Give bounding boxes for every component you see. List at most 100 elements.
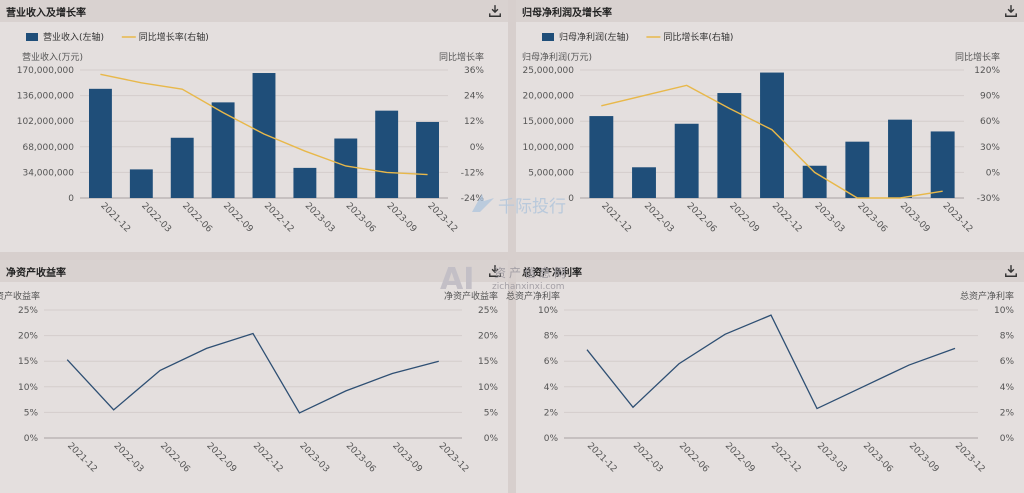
download-icon[interactable] [488, 4, 502, 18]
y-left-tick-label: 25% [18, 306, 38, 316]
bar [802, 165, 827, 198]
x-tick-label: 2022-03 [642, 201, 676, 235]
x-tick-label: 2022-12 [770, 201, 804, 235]
x-tick-label: 2023-12 [437, 441, 471, 475]
bar [252, 73, 276, 198]
x-tick-label: 2023-09 [898, 201, 932, 235]
bar [888, 119, 912, 198]
x-tick-label: 2022-09 [727, 201, 761, 235]
x-tick-label: 2023-03 [813, 201, 847, 235]
y-left-tick-label: 0% [544, 434, 559, 444]
panel-title: 营业收入及增长率 [6, 8, 86, 19]
legend-label: 同比增长率(右轴) [139, 31, 209, 43]
y-right-axis-title: 总资产净利率 [960, 290, 1014, 302]
y-left-tick-label: 0% [24, 434, 39, 444]
revenue-chart: 0 -24% 34,000,000 -12% 68,000,000 0% 102,000,0… [17, 31, 485, 235]
y-right-tick-label: 0% [484, 434, 499, 444]
roe-chart: 0% 0% 5% 5% 10% 10% 15% 15% 20% 20% 25% 25% 净资产收益率 净资… [0, 290, 499, 475]
x-tick-label: 2023-06 [855, 201, 889, 235]
panel-header: 归母净利润及增长率 [516, 0, 1024, 22]
x-tick-label: 2021-12 [585, 441, 619, 475]
bar [632, 167, 656, 198]
y-right-tick-label: 25% [478, 306, 498, 316]
x-tick-label: 2023-06 [344, 441, 378, 475]
y-left-tick-label: 34,000,000 [22, 168, 74, 178]
x-tick-label: 2022-09 [723, 441, 757, 475]
x-tick-label: 2023-12 [941, 201, 975, 235]
panel-revenue: 营业收入及增长率 0 -24% 34,000,000 -12% 68,000,000 0%… [0, 0, 508, 252]
y-left-tick-label: 5,000,000 [528, 168, 574, 178]
bar [416, 121, 440, 198]
y-right-tick-label: 15% [478, 357, 498, 367]
y-left-axis-title: 净资产收益率 [0, 290, 40, 302]
bar [375, 110, 399, 198]
x-tick-label: 2022-06 [180, 201, 214, 235]
panel-title: 净资产收益率 [6, 268, 66, 279]
y-left-tick-label: 8% [544, 332, 559, 342]
legend-swatch [26, 33, 38, 41]
bar [760, 72, 784, 198]
y-right-tick-label: 120% [974, 66, 1000, 76]
y-left-tick-label: 10% [538, 306, 558, 316]
y-right-tick-label: 10% [994, 306, 1014, 316]
panel-roe: 净资产收益率 0% 0% 5% 5% 10% 10% 15% 15% 20% 20% 25% 25% 净… [0, 260, 508, 493]
y-left-tick-label: 0 [568, 194, 574, 204]
y-left-tick-label: 170,000,000 [17, 66, 75, 76]
y-left-tick-label: 4% [544, 383, 559, 393]
series-line [586, 314, 956, 410]
x-tick-label: 2022-06 [685, 201, 719, 235]
x-tick-label: 2023-09 [385, 201, 419, 235]
x-tick-label: 2023-09 [390, 441, 424, 475]
y-right-tick-label: 8% [1000, 332, 1015, 342]
x-tick-label: 2022-06 [158, 441, 192, 475]
y-right-tick-label: 36% [464, 66, 484, 76]
bar [170, 137, 194, 198]
x-tick-label: 2023-06 [344, 201, 378, 235]
y-right-tick-label: 5% [484, 408, 499, 418]
x-tick-label: 2022-12 [769, 441, 803, 475]
x-tick-label: 2021-12 [98, 201, 132, 235]
x-tick-label: 2021-12 [65, 441, 99, 475]
x-tick-label: 2022-06 [677, 441, 711, 475]
x-tick-label: 2023-09 [907, 441, 941, 475]
legend-swatch [542, 33, 554, 41]
y-left-tick-label: 5% [24, 408, 39, 418]
y-right-axis-title: 净资产收益率 [444, 290, 498, 302]
y-left-tick-label: 102,000,000 [17, 117, 75, 127]
x-tick-label: 2023-03 [303, 201, 337, 235]
bar [129, 169, 153, 198]
bar [845, 141, 870, 198]
y-left-tick-label: 20,000,000 [522, 92, 574, 102]
x-tick-label: 2022-12 [251, 441, 285, 475]
y-right-tick-label: 20% [478, 332, 498, 342]
download-icon[interactable] [488, 264, 502, 278]
y-left-tick-label: 15% [18, 357, 38, 367]
y-right-tick-label: 6% [1000, 357, 1015, 367]
x-tick-label: 2022-12 [262, 201, 296, 235]
y-right-axis-title: 同比增长率 [955, 51, 1000, 63]
y-right-tick-label: 4% [1000, 383, 1015, 393]
y-right-tick-label: 30% [980, 143, 1000, 153]
x-tick-label: 2022-03 [112, 441, 146, 475]
y-left-tick-label: 20% [18, 332, 38, 342]
panel-header: 营业收入及增长率 [0, 0, 508, 22]
y-left-tick-label: 136,000,000 [17, 92, 75, 102]
x-tick-label: 2023-12 [953, 441, 987, 475]
bar [930, 131, 955, 198]
series-line [66, 332, 439, 414]
y-left-axis-title: 营业收入(万元) [22, 51, 83, 63]
download-icon[interactable] [1004, 264, 1018, 278]
download-icon[interactable] [1004, 4, 1018, 18]
y-left-tick-label: 25,000,000 [522, 66, 574, 76]
y-right-tick-label: 0% [986, 168, 1001, 178]
y-left-axis-title: 归母净利润(万元) [522, 51, 592, 63]
x-tick-label: 2023-03 [297, 441, 331, 475]
bar [717, 93, 742, 198]
x-tick-label: 2023-06 [861, 441, 895, 475]
bar [293, 167, 317, 198]
y-right-tick-label: 24% [464, 92, 484, 102]
y-left-tick-label: 10,000,000 [522, 143, 574, 153]
y-left-tick-label: 68,000,000 [22, 143, 74, 153]
x-tick-label: 2023-03 [815, 441, 849, 475]
panel-roa: 总资产净利率 0% 0% 2% 2% 4% 4% 6% 6% 8% 8% 10% 10% 总资产净利率总… [506, 260, 1024, 493]
